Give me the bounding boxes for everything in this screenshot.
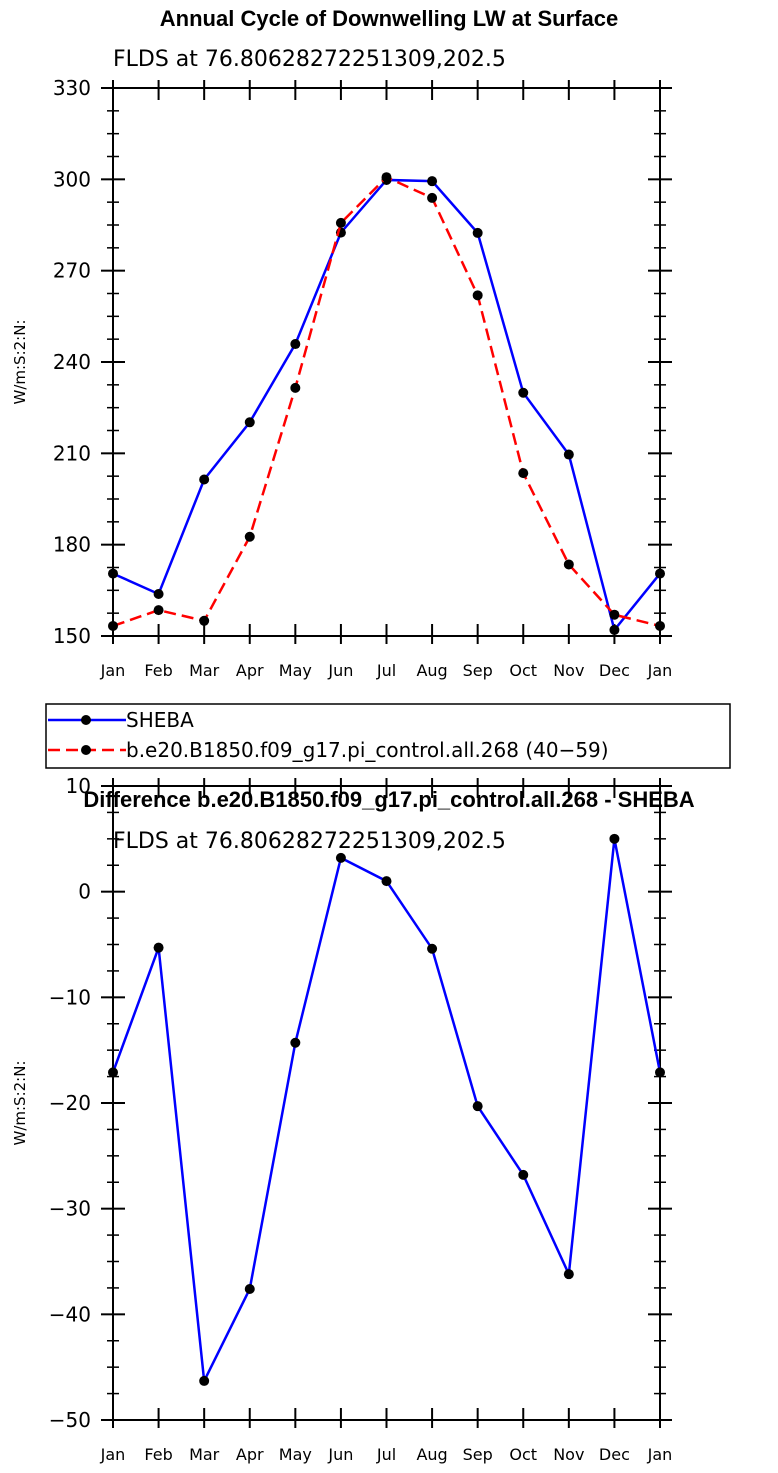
legend-marker <box>81 745 91 755</box>
chart-subtitle: FLDS at 76.80628272251309,202.5 <box>113 47 506 72</box>
data-point <box>609 624 620 635</box>
x-tick-label: Jun <box>327 1445 353 1464</box>
legend-label: SHEBA <box>126 708 194 732</box>
x-tick-label: May <box>279 661 312 680</box>
x-tick-label: Jan <box>100 1445 126 1464</box>
x-tick-label: Dec <box>599 661 630 680</box>
data-point <box>199 1375 210 1386</box>
data-point <box>153 942 164 953</box>
x-tick-label: Nov <box>553 1445 584 1464</box>
y-tick-label: 300 <box>53 167 91 191</box>
x-tick-label: Jul <box>376 1445 396 1464</box>
data-point <box>381 876 392 887</box>
chart-title: Annual Cycle of Downwelling LW at Surfac… <box>160 6 618 31</box>
series-line-1 <box>112 178 661 633</box>
data-point <box>518 1169 529 1180</box>
data-point <box>381 172 392 183</box>
y-tick-label: 10 <box>66 774 91 798</box>
y-tick-label: −50 <box>49 1408 91 1432</box>
x-tick-label: Jul <box>376 661 396 680</box>
x-tick-label: Feb <box>144 1445 172 1464</box>
y-tick-label: −20 <box>49 1091 91 1115</box>
data-point <box>609 833 620 844</box>
x-tick-label: Jan <box>100 661 126 680</box>
legend-marker <box>81 715 91 725</box>
data-point <box>518 468 529 479</box>
x-tick-label: Nov <box>553 661 584 680</box>
x-tick-label: Jan <box>647 1445 673 1464</box>
y-tick-label: 0 <box>78 880 91 904</box>
data-point <box>609 609 620 620</box>
data-point <box>199 615 210 626</box>
chart-2: Difference b.e20.B1850.f09_g17.pi_contro… <box>11 774 695 1464</box>
y-tick-label: 150 <box>53 624 91 648</box>
data-point <box>290 339 301 350</box>
y-tick-label: −30 <box>49 1197 91 1221</box>
data-point <box>655 620 665 631</box>
data-point <box>655 1067 665 1078</box>
data-point <box>199 474 210 485</box>
data-point <box>244 531 255 542</box>
data-point <box>335 852 346 863</box>
x-tick-label: Feb <box>144 661 172 680</box>
data-point <box>655 568 665 579</box>
legend-label: b.e20.B1850.f09_g17.pi_control.all.268 (… <box>126 738 609 762</box>
x-tick-label: Aug <box>416 1445 447 1464</box>
y-tick-label: −40 <box>49 1302 91 1326</box>
y-tick-label: 270 <box>53 259 91 283</box>
data-point <box>518 387 529 398</box>
data-point <box>472 290 483 301</box>
y-tick-label: 240 <box>53 350 91 374</box>
x-tick-label: Jan <box>647 661 673 680</box>
data-point <box>244 417 255 428</box>
chart-subtitle: FLDS at 76.80628272251309,202.5 <box>113 829 506 854</box>
data-point <box>563 559 574 570</box>
data-point <box>427 192 438 203</box>
x-tick-label: Mar <box>189 661 220 680</box>
x-tick-label: Mar <box>189 1445 220 1464</box>
data-point <box>153 588 164 599</box>
x-tick-label: Dec <box>599 1445 630 1464</box>
x-tick-label: Aug <box>416 661 447 680</box>
x-tick-label: Sep <box>463 661 493 680</box>
data-point <box>290 382 301 393</box>
x-tick-label: Sep <box>463 1445 493 1464</box>
series-line-2 <box>112 175 661 628</box>
y-axis-label: W/m:S:2:N: <box>11 1061 29 1146</box>
y-tick-label: 210 <box>53 441 91 465</box>
data-point <box>472 227 483 238</box>
legend: SHEBA b.e20.B1850.f09_g17.pi_control.all.… <box>45 703 731 769</box>
chart-1: Annual Cycle of Downwelling LW at Surfac… <box>11 6 731 769</box>
y-tick-label: 180 <box>53 533 91 557</box>
x-tick-label: Apr <box>236 661 264 680</box>
data-point <box>335 217 346 228</box>
data-point <box>108 1067 118 1078</box>
data-point <box>427 943 438 954</box>
data-point <box>563 449 574 460</box>
x-tick-label: Jun <box>327 661 353 680</box>
x-tick-label: Apr <box>236 1445 264 1464</box>
data-point <box>153 605 164 616</box>
data-point <box>108 568 118 579</box>
y-axis-label: W/m:S:2:N: <box>11 320 29 405</box>
series-line-1 <box>111 838 662 1386</box>
data-point <box>108 620 118 631</box>
y-tick-label: −10 <box>49 985 91 1009</box>
x-tick-label: May <box>279 1445 312 1464</box>
y-tick-label: 330 <box>53 76 91 100</box>
chart-title: Difference b.e20.B1850.f09_g17.pi_contro… <box>83 787 694 812</box>
data-point <box>290 1037 301 1048</box>
data-point <box>244 1283 255 1294</box>
legend-box <box>45 703 731 769</box>
plot-frame <box>112 87 661 637</box>
data-point <box>472 1101 483 1112</box>
data-point <box>563 1269 574 1280</box>
x-tick-label: Oct <box>509 661 537 680</box>
data-point <box>427 176 438 187</box>
x-tick-label: Oct <box>509 1445 537 1464</box>
